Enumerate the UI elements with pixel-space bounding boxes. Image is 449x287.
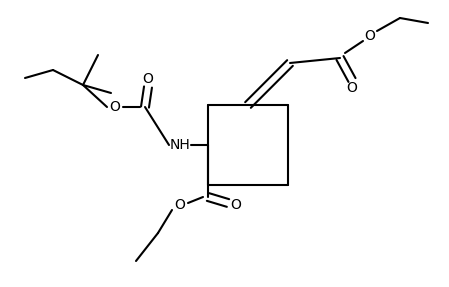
Text: NH: NH <box>170 138 190 152</box>
Text: O: O <box>143 72 154 86</box>
Text: O: O <box>365 29 375 43</box>
Text: O: O <box>231 198 242 212</box>
Text: O: O <box>175 198 185 212</box>
Text: O: O <box>347 81 357 95</box>
Text: O: O <box>110 100 120 114</box>
